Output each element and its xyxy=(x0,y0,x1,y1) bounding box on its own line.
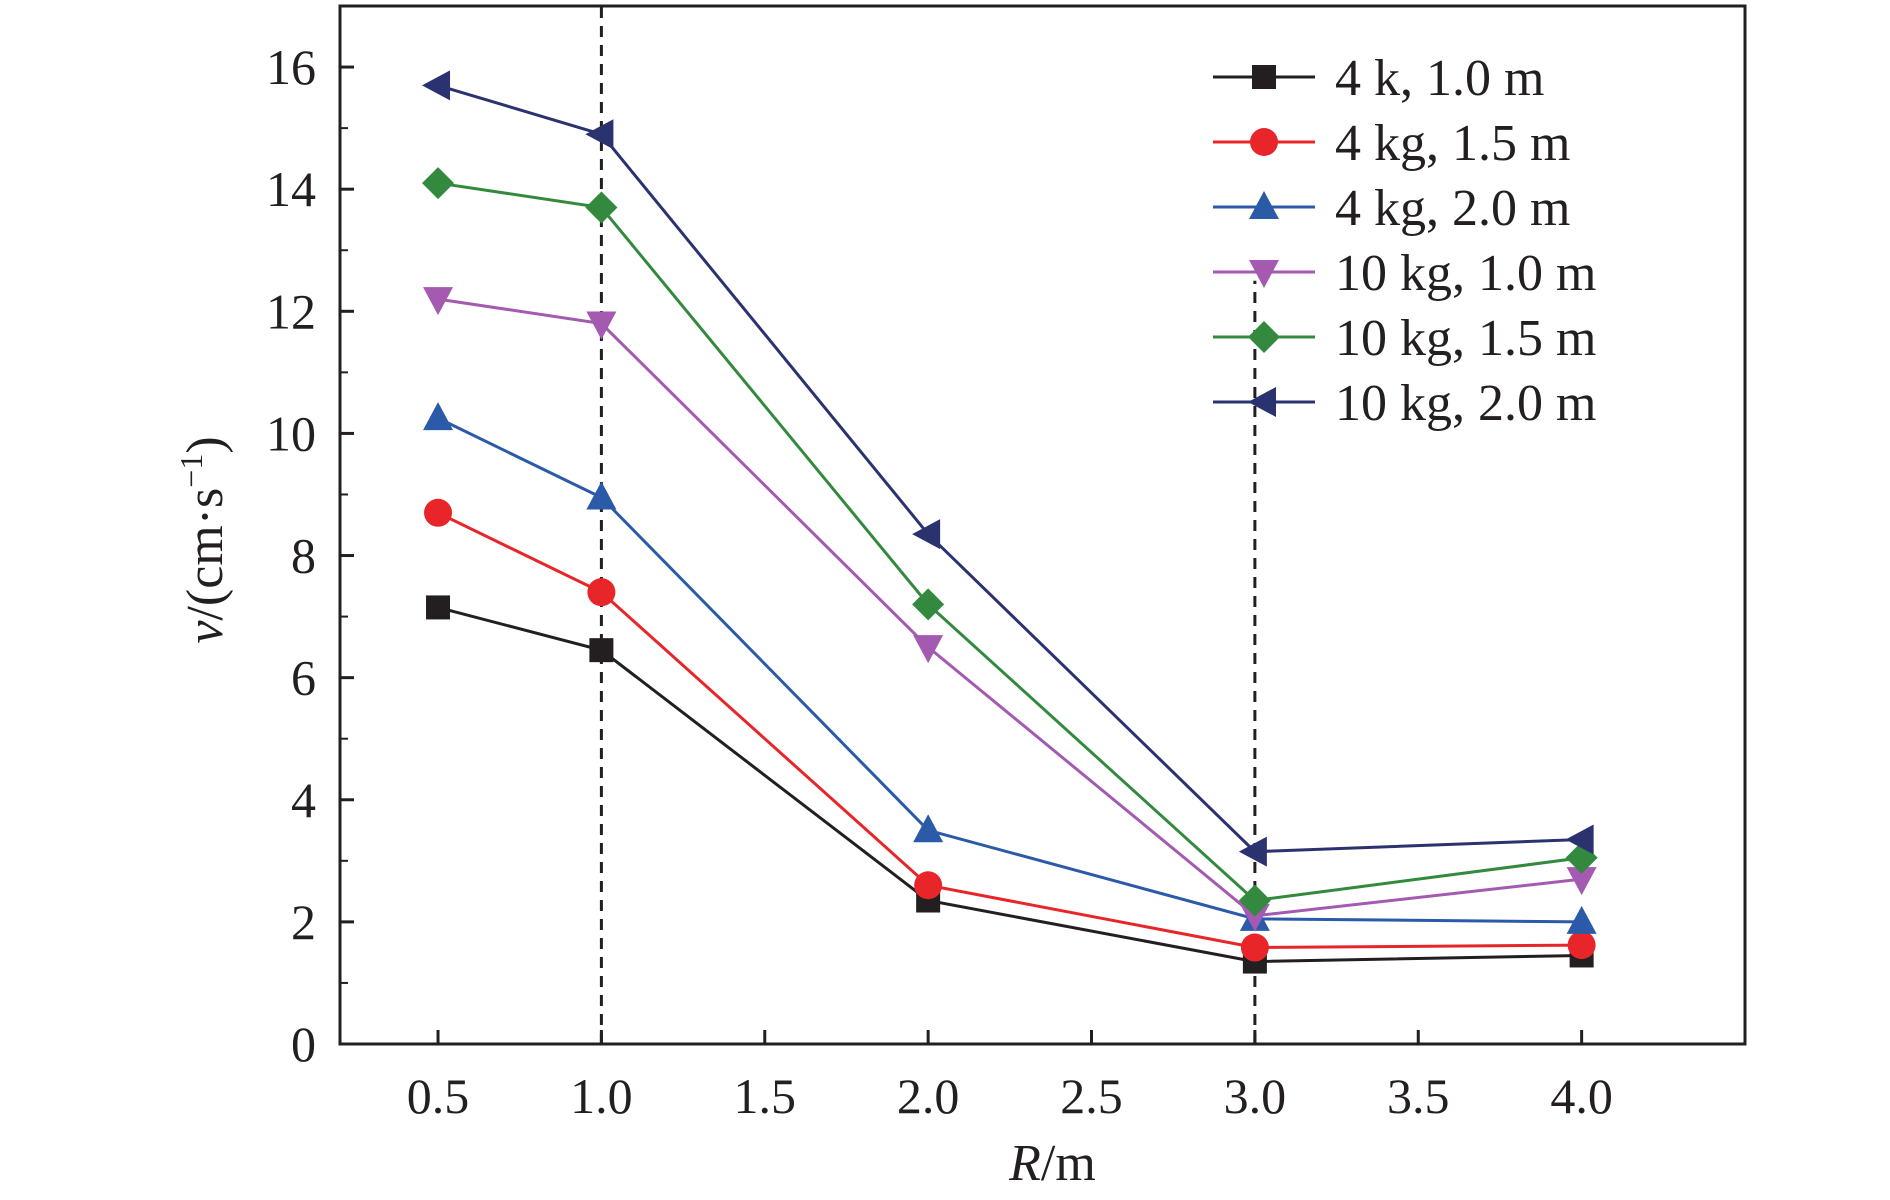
legend-label: 10 kg, 2.0 m xyxy=(1335,375,1596,432)
x-tick-label: 0.5 xyxy=(407,1068,470,1124)
data-point xyxy=(912,588,945,621)
series-4 xyxy=(423,287,1597,932)
x-tick-label: 1.0 xyxy=(570,1068,633,1124)
reference-lines xyxy=(599,6,1257,1044)
data-point xyxy=(587,578,616,607)
series-6 xyxy=(422,70,1594,867)
y-axis-variable: v xyxy=(177,620,234,644)
x-tick-label: 3.0 xyxy=(1224,1068,1287,1124)
data-point xyxy=(912,519,941,550)
data-point xyxy=(913,635,944,664)
data-point xyxy=(586,311,617,340)
series-2 xyxy=(424,498,1596,962)
legend: 4 k, 1.0 m 4 kg, 1.5 m 4 kg, 2.0 m 10 kg, 1… xyxy=(1213,50,1596,432)
x-axis-label: R/m xyxy=(1008,1135,1096,1192)
series-5 xyxy=(422,167,1598,917)
y-axis-unit-exponent: −1 xyxy=(173,454,209,488)
y-axis-ticks: 0 2 4 6 8 10 12 14 16 xyxy=(266,39,354,1072)
y-tick-label: 4 xyxy=(291,772,316,828)
data-point xyxy=(426,595,451,620)
legend-label: 4 k, 1.0 m xyxy=(1335,50,1544,107)
y-tick-label: 6 xyxy=(291,650,316,706)
series-line xyxy=(437,511,1582,950)
x-axis-unit: /m xyxy=(1041,1135,1096,1192)
x-axis-variable: R xyxy=(1008,1135,1041,1192)
y-tick-label: 0 xyxy=(291,1016,316,1072)
data-point xyxy=(423,402,454,431)
legend-entry: 10 kg, 1.5 m xyxy=(1213,310,1596,367)
legend-label: 4 kg, 1.5 m xyxy=(1335,115,1570,172)
legend-entry: 4 k, 1.0 m xyxy=(1213,50,1544,107)
data-point xyxy=(1239,903,1270,932)
series-layer xyxy=(422,70,1598,974)
legend-label: 10 kg, 1.5 m xyxy=(1335,310,1596,367)
y-tick-label: 16 xyxy=(266,39,316,95)
y-tick-label: 2 xyxy=(291,894,316,950)
data-point xyxy=(1238,884,1271,917)
y-tick-label: 14 xyxy=(266,161,316,217)
series-3 xyxy=(423,402,1597,934)
data-point xyxy=(1566,905,1597,934)
y-axis-unit-close: ) xyxy=(177,436,234,453)
data-point xyxy=(1567,931,1596,960)
legend-marker xyxy=(1252,65,1276,89)
plot-frame xyxy=(338,4,1747,1046)
legend-marker xyxy=(1248,321,1280,353)
data-point xyxy=(424,498,453,527)
data-point xyxy=(422,70,451,101)
data-point xyxy=(422,167,455,200)
legend-entry: 4 kg, 1.5 m xyxy=(1213,115,1570,172)
data-point xyxy=(589,638,614,663)
y-tick-label: 12 xyxy=(266,283,316,339)
legend-marker xyxy=(1250,128,1278,156)
y-axis-unit: /(cm·s xyxy=(177,488,234,621)
x-tick-label: 3.5 xyxy=(1387,1068,1450,1124)
legend-label: 4 kg, 2.0 m xyxy=(1335,180,1570,237)
legend-entry: 4 kg, 2.0 m xyxy=(1213,180,1570,237)
data-point xyxy=(914,871,943,900)
legend-marker xyxy=(1248,387,1276,417)
data-point xyxy=(1238,836,1267,867)
series-1 xyxy=(426,595,1594,974)
data-point xyxy=(585,191,618,224)
data-point xyxy=(1566,867,1597,896)
legend-marker xyxy=(1249,191,1279,219)
y-tick-label: 8 xyxy=(291,528,316,584)
legend-entry: 10 kg, 2.0 m xyxy=(1213,375,1596,432)
x-tick-label: 1.5 xyxy=(734,1068,797,1124)
y-axis-label: v/(cm·s−1) xyxy=(173,436,234,643)
data-point xyxy=(913,814,944,843)
x-tick-label: 2.5 xyxy=(1060,1068,1123,1124)
data-point xyxy=(586,481,617,510)
legend-marker xyxy=(1249,260,1279,288)
x-axis-ticks: 0.5 1.0 1.5 2.0 2.5 3.0 3.5 4.0 xyxy=(407,1030,1613,1124)
y-tick-label: 10 xyxy=(266,405,316,461)
data-point xyxy=(585,119,614,150)
data-point xyxy=(1240,933,1269,962)
legend-entry: 10 kg, 1.0 m xyxy=(1213,245,1596,302)
data-point xyxy=(1565,824,1594,855)
x-tick-label: 4.0 xyxy=(1550,1068,1613,1124)
data-point xyxy=(423,287,454,316)
legend-label: 10 kg, 1.0 m xyxy=(1335,245,1596,302)
x-tick-label: 2.0 xyxy=(897,1068,960,1124)
